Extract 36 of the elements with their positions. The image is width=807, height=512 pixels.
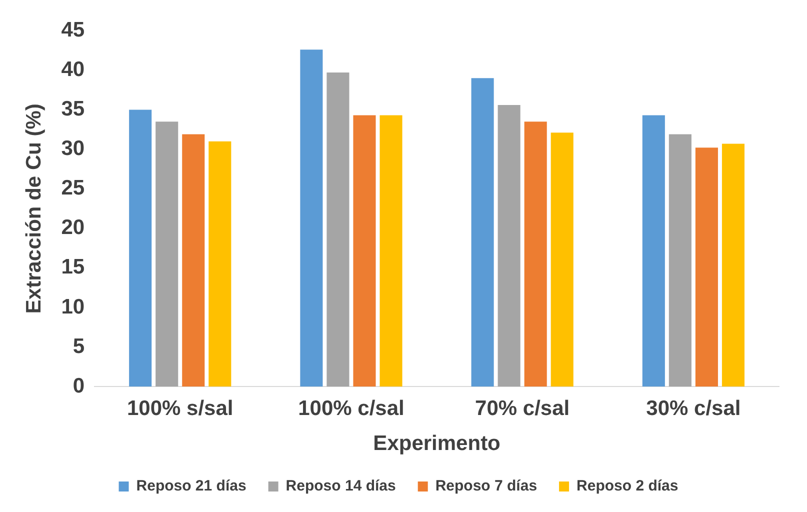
bar <box>129 110 152 387</box>
y-tick-label: 30 <box>61 137 85 160</box>
bar <box>182 134 205 387</box>
bar <box>722 144 744 387</box>
y-tick-label: 20 <box>61 216 85 240</box>
bar <box>300 50 323 387</box>
bar <box>695 148 718 387</box>
bar <box>380 115 402 387</box>
y-tick-label: 0 <box>72 374 85 398</box>
x-tick-label: 100% c/sal <box>298 396 404 420</box>
bar <box>642 115 665 387</box>
legend-label: Reposo 2 días <box>576 478 678 495</box>
bar <box>208 141 232 387</box>
x-axis-title: Experimento <box>373 432 500 456</box>
y-axis-title: Extracción de Cu (%) <box>22 104 46 314</box>
y-tick-label: 40 <box>61 58 85 81</box>
x-tick-label: 30% c/sal <box>646 396 741 420</box>
y-tick-label: 5 <box>72 334 85 358</box>
legend-label: Reposo 21 días <box>136 478 246 495</box>
bar <box>550 132 574 387</box>
bar <box>326 72 350 387</box>
bar <box>498 104 520 387</box>
bar <box>524 122 547 387</box>
bar <box>156 122 178 387</box>
bar <box>471 78 494 387</box>
y-tick-label: 25 <box>61 176 85 200</box>
y-tick-label: 45 <box>61 18 85 42</box>
y-tick-label: 10 <box>61 295 85 318</box>
y-tick-label: 35 <box>61 98 85 121</box>
bar <box>668 134 692 387</box>
x-tick-label: 100% s/sal <box>126 396 234 420</box>
x-tick-label: 70% c/sal <box>475 396 570 420</box>
legend-label: Reposo 14 días <box>286 478 396 495</box>
bar <box>353 115 376 387</box>
y-tick-label: 15 <box>61 256 85 279</box>
legend-label: Reposo 7 días <box>435 478 538 495</box>
